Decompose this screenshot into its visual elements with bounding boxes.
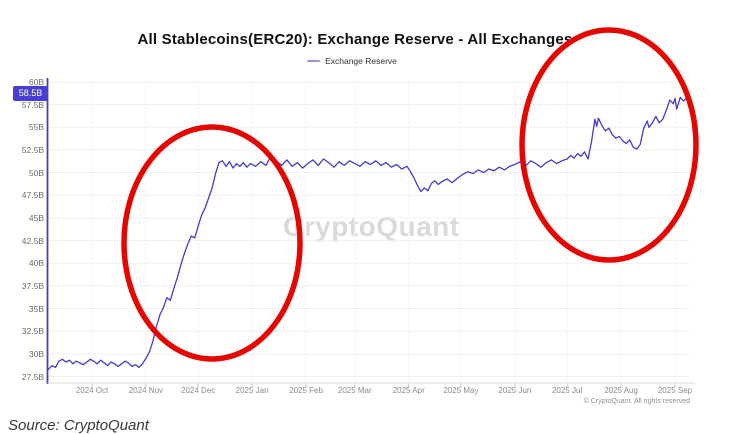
annotation-circle-1 xyxy=(121,124,303,362)
x-tick-label: 2025 Jun xyxy=(498,386,532,395)
source-caption: Source: CryptoQuant xyxy=(8,417,149,434)
x-tick-label: 2025 Aug xyxy=(604,386,638,395)
y-tick-label: 47.5B xyxy=(21,190,44,201)
y-tick-label: 55B xyxy=(28,122,44,133)
y-tick-label: 50B xyxy=(28,167,44,178)
x-tick-label: 2025 Jan xyxy=(235,386,269,395)
x-tick-label: 2024 Oct xyxy=(75,386,109,395)
watermark: CryptoQuant xyxy=(283,211,460,242)
legend-label: Exchange Reserve xyxy=(325,56,397,66)
y-tick-label: 27.5B xyxy=(21,371,44,382)
x-tick-label: 2025 Apr xyxy=(392,386,425,395)
y-tick-label: 35B xyxy=(28,303,44,314)
y-tick-label: 40B xyxy=(28,258,44,269)
x-tick-label: 2024 Dec xyxy=(181,386,216,395)
x-tick-label: 2025 Mar xyxy=(337,386,372,395)
y-tick-label: 52.5B xyxy=(21,144,44,155)
y-tick-label: 60B xyxy=(28,77,44,87)
chart-title: All Stablecoins(ERC20): Exchange Reserve… xyxy=(137,31,573,48)
current-value-badge: 58.5B xyxy=(13,86,48,101)
y-tick-label: 30B xyxy=(28,348,44,359)
x-tick-label: 2025 Jul xyxy=(551,386,583,395)
legend-line-swatch xyxy=(307,60,321,62)
copyright-note: © CryptoQuant. All rights reserved xyxy=(583,398,690,405)
x-tick-label: 2025 Feb xyxy=(289,386,323,395)
y-tick-label: 32.5B xyxy=(21,326,44,337)
x-tick-label: 2025 Sep xyxy=(657,386,693,395)
x-tick-label: 2024 Nov xyxy=(128,386,164,395)
y-tick-label: 45B xyxy=(28,212,44,223)
y-tick-label: 57.5B xyxy=(21,99,44,110)
y-tick-label: 42.5B xyxy=(21,235,44,246)
legend-item[interactable]: Exchange Reserve xyxy=(0,55,704,67)
y-tick-label: 37.5B xyxy=(21,280,44,291)
x-tick-label: 2025 May xyxy=(443,386,479,395)
